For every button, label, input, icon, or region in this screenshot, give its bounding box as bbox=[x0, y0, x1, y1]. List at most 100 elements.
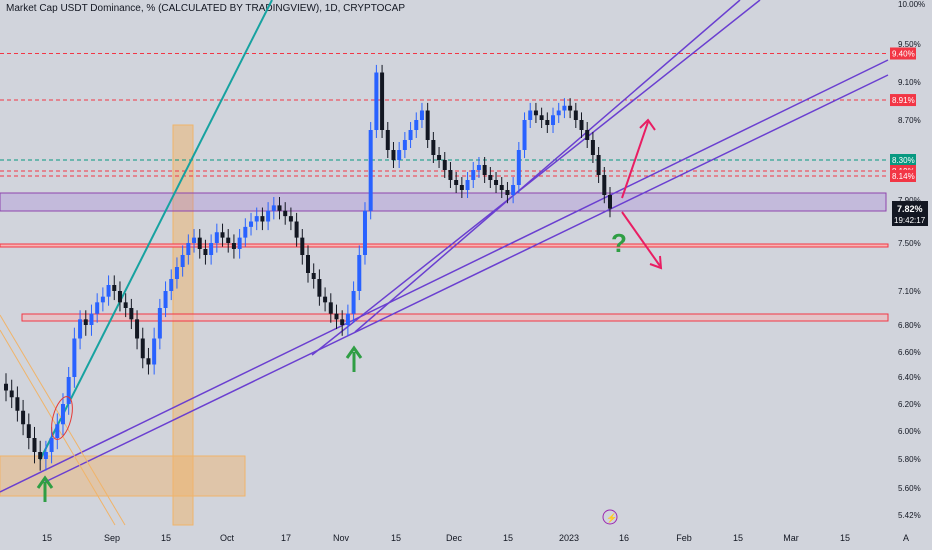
y-tick-label: 6.00% bbox=[898, 427, 921, 436]
x-tick-label: Oct bbox=[220, 533, 235, 543]
candle bbox=[169, 279, 174, 291]
x-tick-label: 15 bbox=[840, 533, 850, 543]
price-label: 8.30% bbox=[892, 156, 915, 165]
candle bbox=[243, 226, 248, 238]
candle bbox=[231, 243, 236, 249]
candle bbox=[157, 308, 162, 339]
x-tick-label: Sep bbox=[104, 533, 120, 543]
purple-zone bbox=[0, 192, 887, 212]
demand-zone bbox=[0, 455, 246, 497]
candle bbox=[431, 140, 436, 155]
x-tick-label: 17 bbox=[281, 533, 291, 543]
candle bbox=[448, 170, 453, 180]
candle bbox=[21, 410, 26, 425]
candle bbox=[100, 296, 105, 303]
candle bbox=[539, 115, 544, 120]
candle bbox=[465, 180, 470, 190]
candle bbox=[351, 291, 356, 314]
y-tick-label: 5.80% bbox=[898, 455, 921, 464]
candle bbox=[174, 267, 179, 279]
candle bbox=[117, 291, 122, 303]
candle bbox=[26, 424, 31, 438]
x-tick-label: 15 bbox=[42, 533, 52, 543]
y-tick-label: 7.50% bbox=[898, 239, 921, 248]
x-tick-label: Dec bbox=[446, 533, 463, 543]
candle bbox=[237, 237, 242, 249]
candle bbox=[95, 302, 100, 314]
candle bbox=[186, 243, 191, 255]
trendline-steep-2 bbox=[354, 0, 741, 333]
highlight-ellipse bbox=[51, 396, 73, 440]
candle bbox=[357, 255, 362, 291]
time-zone bbox=[172, 124, 194, 526]
event-flash-glyph: ⚡ bbox=[606, 512, 617, 524]
x-tick-label: Mar bbox=[783, 533, 799, 543]
candle bbox=[516, 150, 521, 185]
green-arrow-up-icon bbox=[345, 345, 363, 372]
x-tick-label: A bbox=[903, 533, 909, 543]
candle bbox=[368, 130, 373, 211]
candle bbox=[317, 279, 322, 297]
candle bbox=[385, 130, 390, 150]
y-tick-label: 9.50% bbox=[898, 40, 921, 49]
candle bbox=[573, 110, 578, 120]
chart-title: Market Cap USDT Dominance, % (CALCULATED… bbox=[6, 3, 405, 14]
candle bbox=[528, 110, 533, 120]
price-label: 8.91% bbox=[892, 96, 915, 105]
candle bbox=[49, 438, 54, 452]
candle bbox=[226, 237, 231, 243]
x-tick-label: 15 bbox=[161, 533, 171, 543]
x-tick-label: 15 bbox=[391, 533, 401, 543]
candle bbox=[380, 72, 385, 130]
y-tick-label: 8.70% bbox=[898, 116, 921, 125]
candle bbox=[294, 221, 299, 238]
candle bbox=[562, 105, 567, 111]
current-price-box bbox=[892, 201, 928, 226]
y-tick-label: 5.60% bbox=[898, 484, 921, 493]
pink-arrow-up-icon bbox=[621, 121, 649, 199]
price-label: 9.40% bbox=[892, 50, 915, 59]
candle bbox=[140, 338, 145, 359]
countdown: 19:42:17 bbox=[894, 216, 926, 225]
candle bbox=[476, 165, 481, 170]
candle bbox=[334, 313, 339, 320]
candle bbox=[328, 302, 333, 314]
candle bbox=[89, 313, 94, 325]
candle bbox=[220, 232, 225, 238]
candle bbox=[533, 110, 538, 116]
candle bbox=[608, 195, 612, 209]
candle bbox=[254, 216, 259, 222]
candle bbox=[345, 313, 350, 325]
candle bbox=[459, 185, 464, 190]
candle bbox=[72, 338, 77, 377]
y-tick-label: 6.60% bbox=[898, 348, 921, 357]
x-tick-label: 2023 bbox=[559, 533, 579, 543]
candle bbox=[437, 155, 442, 160]
candle bbox=[32, 438, 37, 452]
candle bbox=[197, 237, 202, 249]
y-tick-label: 9.10% bbox=[898, 78, 921, 87]
candle bbox=[9, 390, 14, 398]
candle bbox=[602, 175, 607, 195]
candle bbox=[112, 285, 117, 291]
candle bbox=[311, 273, 316, 279]
x-tick-label: Feb bbox=[676, 533, 692, 543]
candle bbox=[511, 185, 516, 195]
candle bbox=[4, 383, 8, 391]
candle bbox=[146, 358, 151, 365]
y-tick-label: 6.20% bbox=[898, 400, 921, 409]
candle bbox=[129, 308, 134, 320]
candle bbox=[505, 190, 510, 195]
candle bbox=[78, 319, 83, 339]
candle bbox=[397, 150, 402, 160]
candle bbox=[266, 210, 271, 222]
candle bbox=[402, 140, 407, 150]
candle bbox=[556, 110, 561, 116]
candle bbox=[192, 237, 197, 243]
candle bbox=[414, 120, 419, 130]
candle bbox=[551, 115, 556, 125]
candle bbox=[545, 120, 550, 125]
candle bbox=[300, 237, 305, 255]
pink-arrow-down-icon bbox=[621, 211, 661, 267]
